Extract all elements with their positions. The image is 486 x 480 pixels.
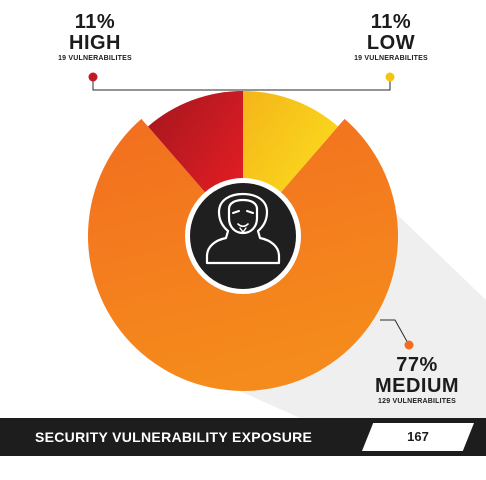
leader-line-high: [92, 77, 243, 91]
center-badge: [185, 178, 301, 294]
leader-dot-high: [88, 72, 98, 82]
total-count: 167: [407, 429, 429, 444]
low-percent: 11%: [370, 11, 412, 33]
high-label: HIGH: [69, 32, 121, 54]
low-label: LOW: [366, 32, 416, 54]
high-percent: 11%: [74, 11, 116, 33]
leader-dot-medium: [404, 340, 414, 350]
callout-medium: 77% MEDIUM 129 VULNERABILITES: [362, 355, 472, 407]
low-count: 19 VULNERABILITES: [354, 55, 428, 62]
total-count-box: [362, 423, 474, 451]
high-count: 19 VULNERABILITES: [58, 55, 132, 62]
medium-label: MEDIUM: [374, 375, 460, 397]
medium-count: 129 VULNERABILITES: [378, 398, 456, 405]
callout-high: 11% HIGH 19 VULNERABILITES: [49, 12, 141, 64]
callout-low: 11% LOW 19 VULNERABILITES: [345, 12, 437, 64]
leader-line-low: [243, 77, 391, 91]
leader-line-medium: [380, 319, 410, 346]
medium-percent: 77%: [396, 354, 438, 376]
anonymous-hacker-icon: [205, 192, 281, 265]
chart-title: SECURITY VULNERABILITY EXPOSURE: [35, 429, 313, 445]
leader-dot-low: [385, 72, 395, 82]
